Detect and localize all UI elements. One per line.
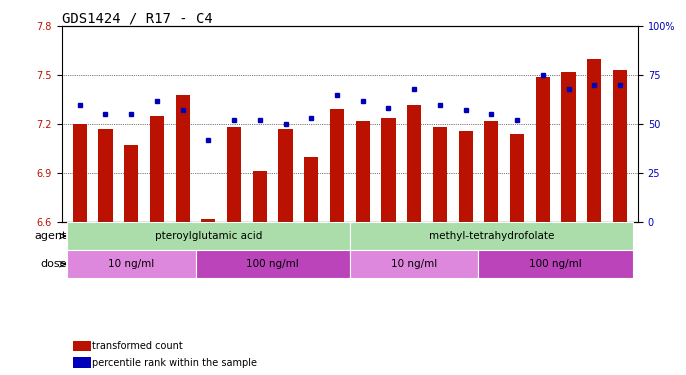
Text: agent: agent: [34, 231, 67, 241]
Text: 10 ng/ml: 10 ng/ml: [391, 259, 437, 269]
Bar: [227, 128, 241, 222]
Bar: [350, 222, 632, 250]
Bar: [433, 128, 447, 222]
Bar: [561, 72, 576, 222]
Bar: [536, 77, 550, 222]
Text: dose: dose: [40, 259, 67, 269]
Bar: [201, 219, 215, 222]
Text: 100 ng/ml: 100 ng/ml: [246, 259, 299, 269]
Bar: [252, 171, 267, 222]
Bar: [176, 95, 190, 222]
Bar: [73, 357, 91, 368]
Bar: [196, 250, 350, 278]
Bar: [98, 129, 113, 222]
Bar: [304, 157, 318, 222]
Bar: [407, 105, 421, 222]
Text: transformed count: transformed count: [93, 341, 183, 351]
Bar: [587, 59, 602, 222]
Bar: [350, 250, 479, 278]
Text: 100 ng/ml: 100 ng/ml: [530, 259, 582, 269]
Bar: [67, 222, 350, 250]
Bar: [150, 116, 164, 222]
Bar: [479, 250, 632, 278]
Bar: [73, 341, 91, 351]
Bar: [510, 134, 524, 222]
Bar: [124, 146, 139, 222]
Bar: [67, 250, 196, 278]
Text: methyl-tetrahydrofolate: methyl-tetrahydrofolate: [429, 231, 554, 241]
Bar: [484, 121, 499, 222]
Text: percentile rank within the sample: percentile rank within the sample: [93, 358, 257, 368]
Text: 10 ng/ml: 10 ng/ml: [108, 259, 154, 269]
Bar: [355, 121, 370, 222]
Text: GDS1424 / R17 - C4: GDS1424 / R17 - C4: [62, 11, 213, 25]
Bar: [73, 124, 87, 222]
Bar: [279, 129, 293, 222]
Bar: [381, 118, 396, 222]
Bar: [613, 70, 627, 222]
Text: pteroylglutamic acid: pteroylglutamic acid: [154, 231, 262, 241]
Bar: [458, 130, 473, 222]
Bar: [330, 110, 344, 222]
